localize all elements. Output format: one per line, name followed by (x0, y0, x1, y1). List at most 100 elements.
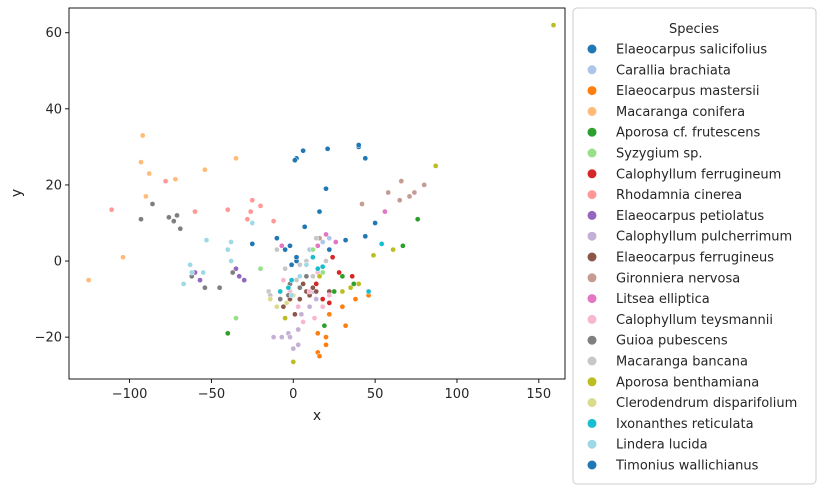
point-s20-7 (362, 233, 369, 240)
point-s20-6 (342, 237, 349, 243)
point-s20-8 (372, 220, 378, 226)
point-s7-1 (162, 178, 169, 184)
point-s2-5 (314, 330, 321, 337)
point-s11-5 (421, 182, 428, 188)
point-s2-4 (352, 296, 359, 302)
point-s16-1 (432, 163, 439, 169)
legend-marker-18 (587, 418, 597, 428)
point-s15-1 (274, 246, 280, 253)
legend-marker-15 (587, 356, 597, 366)
legend-entry-13: Calophyllum teysmannii (616, 313, 773, 328)
x-tick-label-0: −100 (112, 387, 148, 402)
point-s4-5 (224, 330, 231, 337)
legend-marker-5 (587, 148, 597, 158)
point-s10-0 (296, 296, 303, 302)
point-s0-8 (292, 157, 298, 164)
legend-marker-20 (587, 460, 597, 470)
point-s20-1 (274, 235, 280, 242)
point-s3-0 (139, 132, 146, 139)
point-s14-9 (229, 269, 236, 276)
point-s1-0 (319, 239, 326, 245)
point-s2-9 (323, 334, 329, 340)
point-s19-8 (228, 258, 234, 264)
legend-marker-10 (587, 252, 597, 262)
point-s3-4 (202, 166, 208, 173)
y-axis: −20 0 20 40 60 (35, 26, 69, 346)
point-s19-3 (188, 269, 195, 276)
legend-entry-8: Elaeocarpus petiolatus (616, 209, 764, 224)
legend-entry-4: Aporosa cf. frutescens (616, 126, 760, 141)
point-s15-2 (282, 265, 288, 272)
point-s19-4 (180, 281, 187, 287)
legend: Species Elaeocarpus salicifolius Carallia… (572, 7, 817, 485)
point-s18-6 (288, 277, 295, 283)
point-s18-5 (277, 288, 284, 295)
legend-marker-4 (587, 127, 597, 137)
point-s20-3 (288, 261, 295, 268)
point-s9-7 (295, 326, 302, 333)
point-s9-3 (290, 345, 297, 352)
point-s20-10 (293, 254, 300, 261)
legend-marker-11 (587, 273, 597, 283)
point-s13-3 (326, 292, 333, 299)
x-tick-label-1: −50 (198, 387, 225, 402)
y-tick-label-1: 0 (54, 255, 62, 270)
point-s10-4 (313, 288, 320, 295)
point-s18-3 (319, 263, 326, 270)
legend-marker-8 (587, 210, 597, 220)
point-s15-9 (313, 235, 320, 242)
point-s5-1 (257, 265, 264, 272)
point-s8-2 (197, 277, 203, 283)
point-s0-2 (324, 145, 331, 152)
legend-entry-1: Carallia brachiata (616, 63, 731, 78)
point-s16-5 (339, 288, 346, 295)
point-s4-1 (400, 242, 406, 249)
point-s5-3 (310, 246, 316, 253)
point-s15-7 (310, 273, 316, 280)
point-s10-8 (300, 281, 306, 287)
point-s4-0 (414, 216, 421, 223)
point-s13-8 (311, 315, 318, 321)
point-s11-2 (398, 178, 405, 184)
point-s11-3 (406, 193, 413, 200)
point-s14-2 (166, 214, 172, 221)
legend-entry-6: Calophyllum ferrugineum (616, 167, 781, 182)
point-s14-14 (303, 273, 310, 280)
point-s7-2 (192, 208, 198, 215)
point-s14-0 (138, 216, 144, 223)
point-s6-3 (336, 269, 342, 276)
point-s10-9 (310, 284, 316, 291)
point-s4-6 (331, 288, 338, 295)
point-s8-1 (236, 273, 243, 280)
point-s11-0 (385, 189, 392, 196)
point-s14-4 (170, 218, 177, 224)
point-s11-1 (396, 197, 403, 204)
point-s14-12 (296, 284, 303, 291)
legend-entry-3: Macaranga conifera (616, 105, 745, 120)
point-s3-8 (120, 254, 126, 261)
point-s4-4 (321, 322, 328, 329)
legend-marker-3 (587, 106, 597, 116)
point-s12-0 (382, 208, 388, 215)
point-s19-5 (200, 269, 207, 276)
point-s14-5 (177, 225, 184, 232)
legend-entry-5: Syzygium sp. (616, 147, 703, 162)
point-s18-4 (285, 284, 292, 291)
point-s20-5 (301, 223, 308, 230)
point-s16-7 (282, 315, 288, 321)
legend-items: Elaeocarpus salicifolius Carallia brachia… (587, 43, 797, 474)
point-s9-10 (298, 311, 305, 318)
x-axis-label: x (313, 408, 321, 424)
point-s6-1 (319, 296, 326, 302)
point-s20-0 (249, 241, 256, 247)
point-s9-9 (287, 334, 293, 340)
plot-frame (68, 7, 566, 380)
point-s20-2 (287, 242, 293, 249)
point-s5-0 (233, 315, 239, 321)
point-s3-7 (85, 277, 92, 283)
point-s0-7 (355, 142, 362, 148)
point-s7-6 (249, 197, 256, 204)
point-s2-8 (316, 353, 323, 360)
legend-entry-14: Guioa pubescens (616, 334, 728, 349)
